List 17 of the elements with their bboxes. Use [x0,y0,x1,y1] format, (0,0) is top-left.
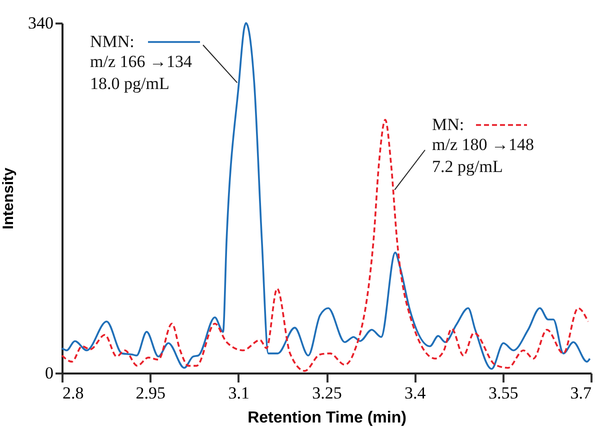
x-tick-label: 3.1 [228,384,250,402]
x-tick-label: 2.95 [136,384,166,402]
y-tick-label: 340 [28,14,54,32]
line-series [61,22,591,370]
annotation: m/z 166 →134 18.0 pg/mL [90,52,192,93]
annotation: m/z 180 →148 7.2 pg/mL [432,135,534,176]
legend-label: NMN: [90,32,134,51]
line-series [61,118,589,372]
x-tick-label: 3.4 [404,384,426,402]
x-tick-label: 3.25 [312,384,342,402]
x-tick-label: 3.7 [570,384,592,402]
x-tick-label: 2.8 [62,384,84,402]
x-axis-title: Retention Time (min) [248,410,406,426]
y-axis-title: Intensity [0,167,17,230]
x-tick-label: 3.55 [488,384,518,402]
legend-label: MN: [432,115,464,134]
y-tick-label: 0 [45,364,54,382]
